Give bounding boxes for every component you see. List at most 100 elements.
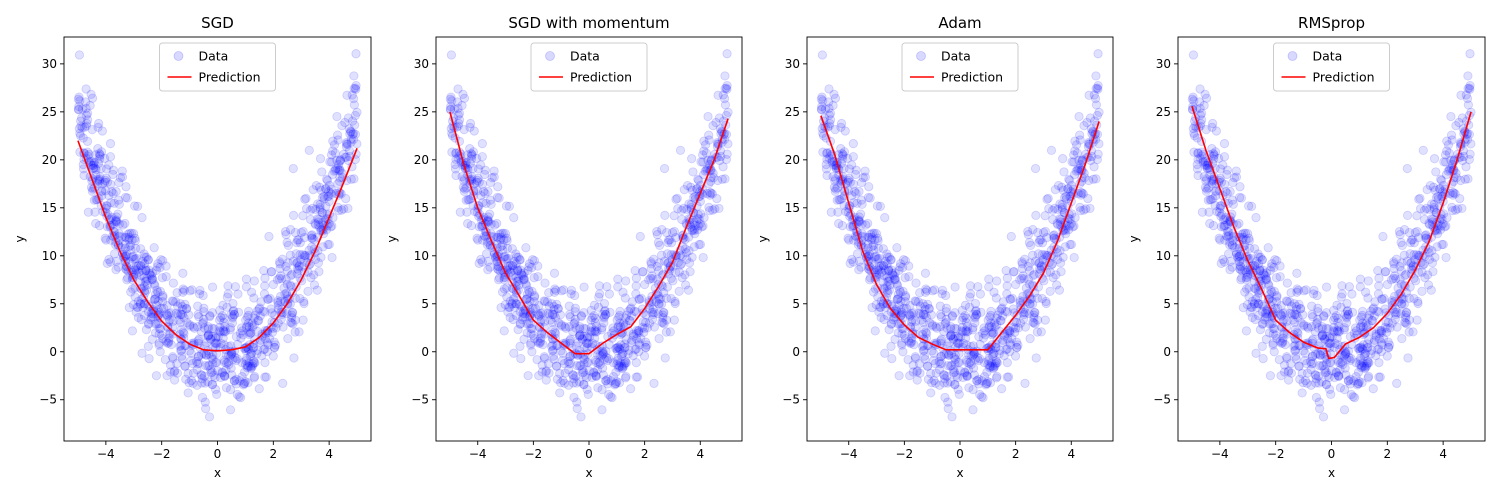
data-point (108, 165, 118, 175)
data-point (184, 378, 194, 388)
data-point (654, 334, 664, 344)
data-point (351, 49, 361, 59)
data-point (1069, 252, 1079, 263)
data-point (151, 300, 162, 310)
data-point (457, 172, 467, 182)
data-point (308, 185, 318, 195)
data-point (722, 149, 732, 159)
data-point (225, 405, 236, 415)
data-point (894, 371, 904, 381)
data-point (1199, 172, 1209, 182)
data-point (252, 326, 262, 336)
data-point (192, 359, 203, 369)
data-point (209, 324, 219, 334)
data-point (547, 309, 557, 319)
data-point (307, 233, 317, 244)
data-point (135, 244, 146, 254)
data-point (172, 359, 182, 369)
data-point (321, 201, 331, 211)
data-point (331, 164, 341, 174)
data-point (539, 352, 549, 362)
data-point (137, 348, 147, 358)
data-point (1234, 192, 1245, 203)
data-point (307, 242, 317, 252)
data-point (1338, 359, 1348, 370)
y-tick-label: 0 (49, 345, 57, 359)
data-point (292, 258, 302, 268)
data-point (1354, 378, 1364, 389)
data-point (299, 298, 309, 309)
data-point (176, 345, 186, 355)
data-point (648, 309, 658, 320)
data-point (193, 351, 204, 361)
data-point (931, 368, 941, 378)
y-tick-label: 30 (785, 57, 800, 71)
data-point (301, 204, 312, 214)
data-point (172, 288, 182, 298)
data-point (249, 320, 259, 330)
data-point (145, 315, 156, 325)
data-point (298, 226, 308, 237)
data-point (1332, 300, 1342, 310)
data-point (1088, 174, 1098, 184)
data-point (215, 327, 226, 337)
data-point (509, 213, 519, 223)
data-point (74, 101, 84, 112)
data-point (1285, 297, 1295, 307)
data-point (486, 199, 496, 209)
data-point (299, 296, 309, 307)
data-point (854, 265, 864, 275)
data-point (136, 261, 146, 271)
data-point (147, 334, 157, 344)
data-point (1299, 320, 1309, 330)
data-point (211, 349, 222, 359)
data-point (1312, 290, 1322, 301)
data-point (315, 154, 326, 164)
data-point (1070, 213, 1080, 223)
legend-label-prediction: Prediction (1313, 70, 1375, 85)
data-point (699, 136, 709, 146)
data-point (947, 312, 957, 322)
data-point (521, 243, 531, 253)
data-point (816, 104, 827, 114)
data-point (108, 169, 118, 180)
data-point (319, 194, 329, 204)
data-point (292, 264, 302, 274)
data-point (144, 353, 154, 364)
y-tick-label: 20 (414, 153, 429, 167)
data-point (594, 281, 605, 291)
data-point (1031, 256, 1041, 266)
data-point (287, 310, 297, 320)
data-point (133, 312, 143, 323)
data-point (978, 333, 988, 343)
data-point (237, 358, 247, 368)
data-point (100, 177, 110, 187)
data-point (1403, 353, 1413, 363)
data-point (335, 156, 345, 166)
data-point (115, 173, 126, 183)
data-point (218, 300, 228, 310)
data-point (219, 317, 229, 327)
data-point (273, 300, 284, 310)
data-point (80, 122, 90, 132)
data-point (273, 297, 283, 308)
data-point (611, 378, 621, 389)
data-point (193, 309, 203, 320)
data-point (285, 280, 295, 290)
data-point (1030, 163, 1041, 174)
data-point (247, 348, 257, 358)
data-point (928, 355, 939, 366)
data-point (873, 233, 883, 243)
data-point (876, 312, 886, 323)
data-point (260, 281, 270, 291)
y-tick-label: 10 (785, 249, 800, 263)
data-point (1045, 286, 1055, 296)
data-point (1081, 204, 1091, 214)
data-point (201, 403, 211, 414)
data-point (233, 307, 244, 317)
data-point (314, 267, 324, 277)
data-point (174, 315, 184, 325)
legend-marker-data (916, 51, 926, 61)
y-tick-label: 0 (421, 345, 429, 359)
data-point (1378, 231, 1388, 242)
